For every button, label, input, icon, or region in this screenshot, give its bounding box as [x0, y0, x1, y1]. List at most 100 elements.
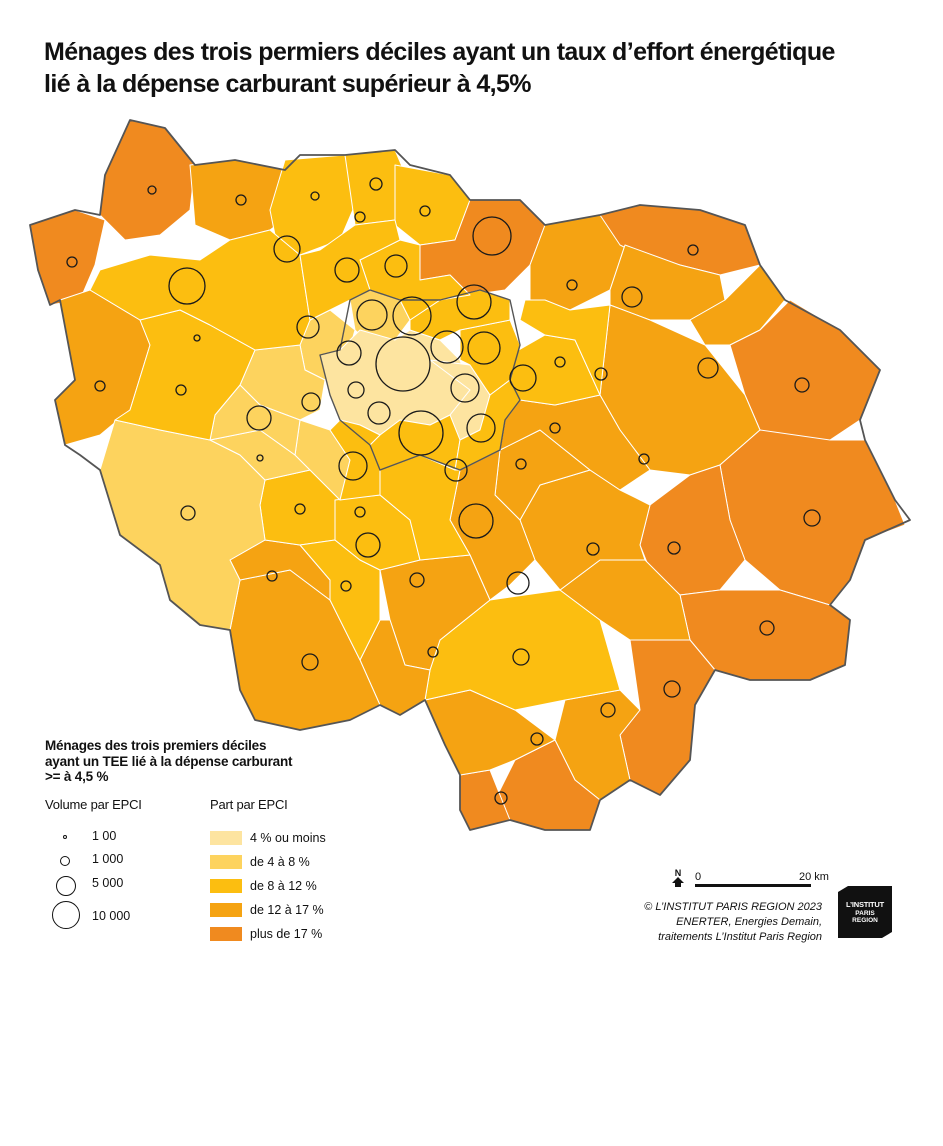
- epci-volume-circle: [444, 458, 468, 482]
- epci-area: [689, 264, 786, 346]
- epci-volume-circle: [367, 401, 391, 425]
- epci-volume-circle: [472, 216, 512, 256]
- petite-couronne-outline: [319, 289, 521, 471]
- epci-volume-circle: [667, 541, 681, 555]
- epci-volume-circle: [340, 580, 352, 592]
- epci-area: [89, 229, 311, 351]
- epci-volume-circle: [175, 384, 187, 396]
- share-swatch: [210, 879, 242, 893]
- epci-volume-circle: [338, 451, 368, 481]
- epci-volume-circle: [94, 380, 106, 392]
- epci-volume-circle: [456, 284, 492, 320]
- epci-volume-circle: [697, 357, 719, 379]
- epci-volume-circle: [515, 458, 527, 470]
- epci-area: [99, 119, 196, 241]
- share-swatch: [210, 831, 242, 845]
- volume-legend-label: 5 000: [92, 876, 124, 890]
- epci-volume-circle: [347, 381, 365, 399]
- volume-legend-label: 1 00: [92, 829, 117, 843]
- institut-paris-region-logo: L’INSTITUT PARIS REGION: [838, 886, 892, 938]
- volume-legend-label: 1 000: [92, 852, 124, 866]
- epci-volume-circle: [509, 364, 537, 392]
- epci-volume-circle: [586, 542, 600, 556]
- share-swatch: [210, 855, 242, 869]
- scale-start-label: 0: [695, 871, 702, 883]
- north-label: N: [675, 868, 682, 878]
- volume-legend-title: Volume par EPCI: [45, 797, 142, 812]
- epci-volume-circle: [427, 646, 439, 658]
- epci-volume-circle: [147, 185, 157, 195]
- epci-volume-circle: [168, 267, 206, 305]
- epci-volume-circle: [336, 340, 362, 366]
- epci-volume-circle: [554, 356, 566, 368]
- volume-legend-label: 10 000: [92, 909, 131, 923]
- epci-volume-circle: [409, 572, 425, 588]
- epci-volume-circle: [430, 330, 464, 364]
- epci-volume-circle: [621, 286, 643, 308]
- epci-volume-circle: [375, 336, 431, 392]
- epci-volume-circle: [638, 453, 650, 465]
- epci-volume-circle: [354, 211, 366, 223]
- scale-bar: 0 20 km: [695, 871, 830, 891]
- legend-heading: Ménages des trois premiers déciles ayant…: [45, 738, 293, 784]
- epci-area: [209, 384, 301, 456]
- epci-volume-circle: [180, 505, 196, 521]
- epci-volume-circle: [663, 680, 681, 698]
- share-legend-title: Part par EPCI: [210, 797, 288, 812]
- epci-volume-circle: [419, 205, 431, 217]
- volume-circle-marker: [52, 901, 80, 929]
- source-credits: © L’INSTITUT PARIS REGION 2023 ENERTER, …: [644, 901, 822, 943]
- epci-volume-circle: [450, 373, 480, 403]
- scale-bar-line: [695, 884, 811, 887]
- volume-circle-marker: [56, 876, 76, 896]
- epci-volume-circle: [600, 702, 616, 718]
- epci-volume-circle: [273, 235, 301, 263]
- epci-volume-circle: [296, 315, 320, 339]
- epci-volume-circle: [256, 454, 264, 462]
- epci-volume-circle: [794, 377, 810, 393]
- epci-volume-circle: [66, 256, 78, 268]
- share-legend-label: de 8 à 12 %: [250, 879, 317, 893]
- epci-volume-circle: [566, 279, 578, 291]
- share-legend-label: de 12 à 17 %: [250, 903, 324, 917]
- map-title: Ménages des trois permiers déciles ayant…: [44, 38, 835, 98]
- north-arrow-icon: N: [672, 868, 684, 887]
- share-legend-label: 4 % ou moins: [250, 831, 326, 845]
- epci-volume-circle: [530, 732, 544, 746]
- epci-volume-circle: [334, 257, 360, 283]
- volume-circle-marker: [63, 835, 67, 839]
- epci-volume-circle: [466, 413, 496, 443]
- epci-volume-circle: [398, 410, 444, 456]
- epci-volume-circle: [594, 367, 608, 381]
- epci-volume-circle: [687, 244, 699, 256]
- share-legend-label: de 4 à 8 %: [250, 855, 310, 869]
- epci-volume-circle: [392, 296, 432, 336]
- epci-area: [719, 429, 906, 606]
- epci-volume-circle: [310, 191, 320, 201]
- epci-volume-circle: [266, 570, 278, 582]
- epci-area: [329, 419, 381, 501]
- epci-volume-circle: [494, 791, 508, 805]
- epci-volume-circle: [294, 503, 306, 515]
- epci-volume-circle: [549, 422, 561, 434]
- share-swatch: [210, 903, 242, 917]
- share-legend-label: plus de 17 %: [250, 927, 323, 941]
- epci-volume-circle: [356, 299, 388, 331]
- epci-area: [519, 299, 611, 396]
- share-swatch: [210, 927, 242, 941]
- epci-volume-circle: [246, 405, 272, 431]
- epci-volume-circle: [355, 532, 381, 558]
- epci-volume-circle: [354, 506, 366, 518]
- epci-volume-circle: [467, 331, 501, 365]
- epci-volume-circle: [512, 648, 530, 666]
- epci-volume-circle: [803, 509, 821, 527]
- epci-volume-circle: [759, 620, 775, 636]
- epci-volume-circle: [301, 653, 319, 671]
- epci-volume-circle: [458, 503, 494, 539]
- epci-volume-circle: [301, 392, 321, 412]
- epci-volume-circle: [193, 334, 201, 342]
- epci-volume-circle: [384, 254, 408, 278]
- epci-volume-circle: [235, 194, 247, 206]
- region-outline: [29, 119, 911, 831]
